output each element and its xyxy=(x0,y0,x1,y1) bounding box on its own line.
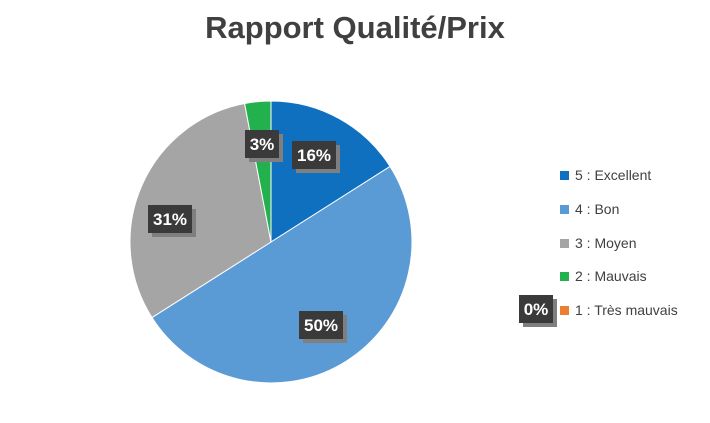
data-label-text-3: 31% xyxy=(153,210,187,229)
legend-label-5: 1 : Très mauvais xyxy=(575,302,678,318)
legend-swatch-2 xyxy=(560,204,569,214)
data-label-text-1: 16% xyxy=(297,146,331,165)
legend-item-5: 1 : Très mauvais xyxy=(560,300,678,320)
data-label-3: 31% xyxy=(148,205,196,237)
legend-item-3: 3 : Moyen xyxy=(560,233,636,253)
data-label-1: 16% xyxy=(292,141,340,173)
legend-label-4: 2 : Mauvais xyxy=(575,268,647,284)
legend-item-2: 4 : Bon xyxy=(560,199,619,219)
data-label-text-5: 0% xyxy=(524,300,549,319)
data-label-4: 3% xyxy=(245,130,283,162)
legend-swatch-1 xyxy=(560,170,569,180)
legend-item-1: 5 : Excellent xyxy=(560,165,651,185)
data-label-5: 0% xyxy=(519,295,557,327)
pie-slice-3 xyxy=(129,102,272,319)
data-label-2: 50% xyxy=(299,311,347,343)
data-label-text-2: 50% xyxy=(304,316,338,335)
legend-label-1: 5 : Excellent xyxy=(575,167,652,183)
legend-swatch-4 xyxy=(560,271,569,281)
legend-swatch-3 xyxy=(560,238,569,248)
legend-item-4: 2 : Mauvais xyxy=(560,266,647,286)
legend-swatch-5 xyxy=(560,305,569,315)
chart-title: Rapport Qualité/Prix xyxy=(205,10,505,45)
data-label-text-4: 3% xyxy=(250,135,275,154)
legend-label-3: 3 : Moyen xyxy=(575,235,637,251)
legend-label-2: 4 : Bon xyxy=(575,201,620,217)
